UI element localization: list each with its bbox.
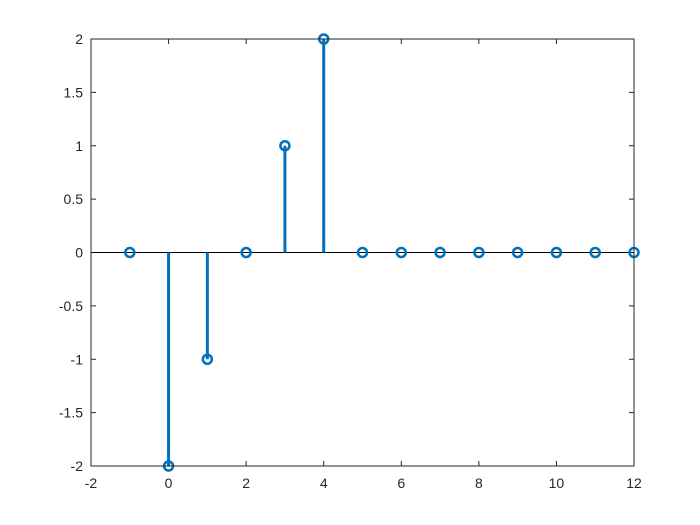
stem-marker — [395, 246, 408, 259]
stem-marker — [240, 246, 252, 259]
y-tick-label: -2 — [71, 458, 84, 474]
axes-box — [90, 38, 635, 467]
y-tick-label: -1.5 — [59, 405, 83, 421]
y-tick-label: -0.5 — [59, 298, 83, 314]
stem-marker — [201, 353, 214, 365]
axis-ticks: -2 0 2 4 6 8 10 12 -2 -1.5 -1 -0.5 0 0.5 1 1.5 2 — [59, 31, 642, 491]
stem-marker — [434, 246, 446, 259]
stem-marker — [356, 246, 369, 259]
y-tick-label: 0.5 — [64, 191, 84, 207]
stem-marker — [511, 246, 524, 259]
stem-marker — [279, 140, 291, 152]
x-tick-label: 12 — [626, 475, 642, 491]
y-tick-label: 0 — [75, 245, 83, 261]
y-tick-label: -1 — [71, 351, 84, 367]
x-tick-label: 10 — [549, 475, 565, 491]
stem-marker — [550, 246, 563, 259]
y-tick-label: 1 — [75, 138, 83, 154]
stem-marker — [473, 246, 485, 259]
x-tick-label: 6 — [397, 475, 405, 491]
x-tick-label: 0 — [165, 475, 173, 491]
y-tick-label: 1.5 — [64, 84, 84, 100]
y-tick-label: 2 — [75, 31, 83, 47]
stem-marker — [589, 246, 601, 259]
x-tick-label: -2 — [85, 475, 98, 491]
x-tick-label: 2 — [242, 475, 250, 491]
x-tick-label: 4 — [320, 475, 328, 491]
stem-series — [91, 33, 640, 472]
stem-marker — [124, 246, 136, 259]
x-tick-label: 8 — [475, 475, 483, 491]
